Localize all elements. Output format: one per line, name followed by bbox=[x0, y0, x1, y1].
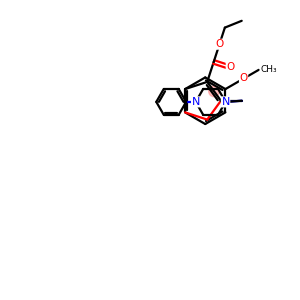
Circle shape bbox=[209, 86, 219, 97]
Text: CH₃: CH₃ bbox=[260, 65, 277, 74]
Text: N: N bbox=[191, 97, 200, 107]
Text: O: O bbox=[239, 73, 248, 83]
Text: O: O bbox=[215, 39, 223, 49]
Text: O: O bbox=[226, 62, 234, 72]
Text: N: N bbox=[221, 97, 230, 107]
